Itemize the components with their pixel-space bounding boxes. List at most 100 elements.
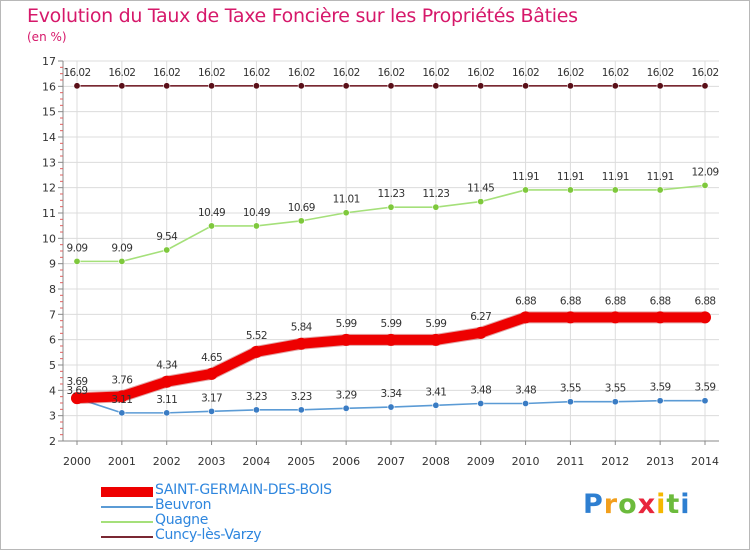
data-label: 5.99	[381, 318, 402, 330]
data-label: 12.09	[691, 166, 718, 178]
series-point	[611, 82, 619, 90]
legend-swatch	[101, 506, 153, 508]
y-tick-label: 11	[42, 207, 56, 220]
x-tick-label: 2009	[467, 455, 495, 468]
x-tick-label: 2011	[556, 455, 584, 468]
logo-letter: t	[666, 489, 681, 520]
data-label: 3.17	[201, 392, 222, 404]
y-tick-label: 5	[49, 359, 56, 372]
series-point	[297, 406, 305, 414]
series-point	[163, 82, 171, 90]
data-label: 10.49	[198, 207, 225, 219]
series-point	[387, 203, 395, 211]
data-label: 16.02	[512, 67, 539, 79]
series-point	[611, 186, 619, 194]
data-label: 3.59	[695, 382, 716, 394]
series-point	[656, 186, 664, 194]
y-tick-label: 9	[49, 258, 56, 271]
logo-letter: P	[583, 489, 604, 520]
data-label: 16.02	[333, 67, 360, 79]
data-label: 3.69	[67, 385, 88, 397]
series-point	[522, 400, 530, 408]
series-point	[566, 186, 574, 194]
y-tick-label: 17	[42, 55, 56, 68]
x-tick-label: 2007	[377, 455, 405, 468]
data-label: 3.48	[515, 385, 536, 397]
data-label: 5.99	[425, 318, 446, 330]
y-tick-label: 6	[49, 334, 56, 347]
series-point	[432, 82, 440, 90]
series-point	[118, 82, 126, 90]
series-point	[387, 82, 395, 90]
series-point	[699, 311, 711, 324]
data-label: 9.09	[111, 242, 132, 254]
data-label: 5.52	[246, 330, 267, 342]
data-label: 6.88	[650, 295, 671, 307]
y-tick-label: 13	[42, 156, 56, 169]
x-tick-label: 2006	[332, 455, 360, 468]
y-tick-label: 8	[49, 283, 56, 296]
data-label: 16.02	[288, 67, 315, 79]
data-label: 6.88	[605, 295, 626, 307]
data-label: 6.88	[695, 295, 716, 307]
series-point	[342, 404, 350, 412]
x-tick-label: 2010	[512, 455, 540, 468]
series-point	[701, 82, 709, 90]
series-point	[71, 392, 83, 405]
data-label: 16.02	[557, 67, 584, 79]
legend-label: Cuncy-lès-Varzy	[155, 527, 262, 543]
series-point	[252, 222, 260, 230]
series-point	[611, 398, 619, 406]
series-point	[432, 401, 440, 409]
series-point	[73, 257, 81, 265]
data-label: 16.02	[153, 67, 180, 79]
legend-label: Quagne	[155, 512, 209, 528]
data-label: 11.91	[512, 171, 539, 183]
y-tick-label: 10	[42, 232, 56, 245]
logo-letter: o	[618, 489, 638, 520]
data-label: 3.76	[111, 374, 133, 386]
y-tick-label: 2	[49, 435, 56, 448]
x-tick-label: 2014	[691, 455, 719, 468]
series-point	[385, 333, 397, 346]
data-label: 3.11	[111, 394, 132, 406]
y-tick-label: 16	[42, 80, 56, 93]
series-point	[252, 406, 260, 414]
data-label: 16.02	[63, 67, 90, 79]
series-point	[519, 311, 532, 324]
x-tick-label: 2012	[601, 455, 629, 468]
data-label: 4.65	[201, 352, 222, 364]
series-point	[522, 186, 530, 194]
data-label: 16.02	[377, 67, 404, 79]
series-point	[160, 375, 173, 388]
data-label: 3.69	[67, 376, 88, 388]
data-label: 16.02	[422, 67, 449, 79]
data-label: 9.54	[156, 231, 178, 243]
data-label: 11.45	[467, 183, 494, 195]
y-tick-label: 4	[49, 384, 56, 397]
x-tick-label: 2001	[108, 455, 136, 468]
data-label: 3.55	[560, 383, 581, 395]
series-point	[566, 82, 574, 90]
legend-swatch	[101, 487, 153, 497]
series-point	[205, 367, 218, 380]
series-point	[295, 337, 308, 350]
series-point	[73, 82, 81, 90]
series-point	[522, 82, 530, 90]
data-label: 5.84	[291, 322, 313, 334]
data-label: 11.91	[557, 171, 584, 183]
data-label: 3.55	[605, 383, 626, 395]
data-label: 11.01	[333, 194, 360, 206]
x-tick-label: 2008	[422, 455, 450, 468]
data-label: 3.11	[156, 394, 177, 406]
series-point	[163, 246, 171, 254]
series	[71, 82, 711, 417]
data-label: 16.02	[467, 67, 494, 79]
series-point	[297, 217, 305, 225]
data-label: 16.02	[602, 67, 629, 79]
series-point	[701, 397, 709, 405]
series-point	[477, 198, 485, 206]
series-point	[656, 82, 664, 90]
